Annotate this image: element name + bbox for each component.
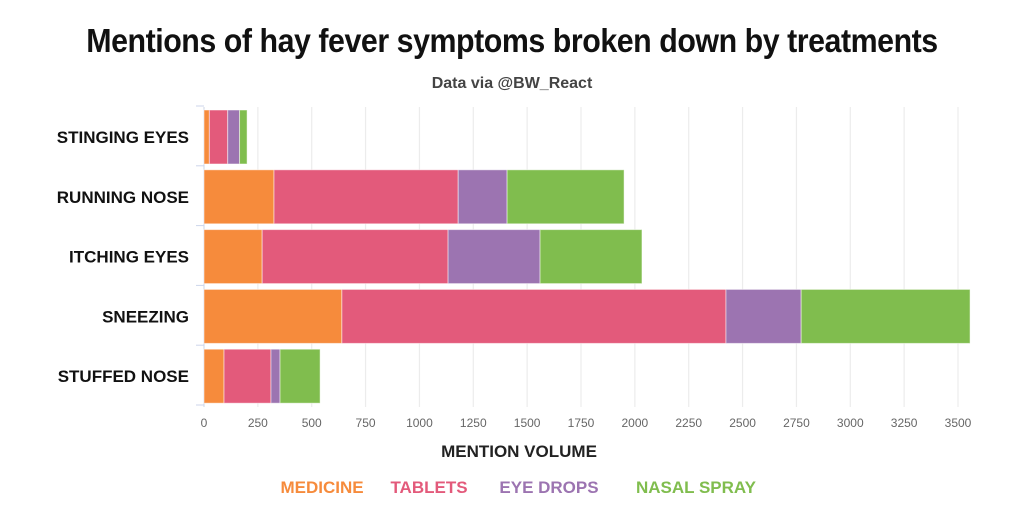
bar-tablets-stinging-eyes[interactable]	[208, 109, 229, 165]
bar-eye-drops-running-nose[interactable]	[457, 169, 508, 225]
legend-item-nasal-spray[interactable]: NASAL SPRAY	[636, 478, 757, 497]
chart-subtitle: Data via @BW_React	[431, 75, 593, 92]
category-label: STINGING EYES	[57, 128, 189, 147]
category-labels: STINGING EYES RUNNING NOSE ITCHING EYES SNE…	[57, 128, 189, 386]
bar-eye-drops-stinging-eyes[interactable]	[227, 109, 241, 165]
bar-tablets-running-nose[interactable]	[273, 169, 459, 225]
bar-tablets-sneezing[interactable]	[341, 288, 727, 344]
x-tick-label: 2000	[622, 416, 649, 430]
bar-medicine-stuffed-nose[interactable]	[203, 348, 225, 404]
bar-nasal-spray-itching-eyes[interactable]	[539, 229, 643, 285]
chart-title: Mentions of hay fever symptoms broken do…	[86, 22, 938, 59]
category-label: STUFFED NOSE	[58, 367, 189, 386]
bar-eye-drops-sneezing[interactable]	[725, 288, 802, 344]
x-tick-label: 3500	[945, 416, 972, 430]
x-tick-label: 3250	[891, 416, 918, 430]
bar-medicine-sneezing[interactable]	[203, 288, 343, 344]
x-tick-label: 2750	[783, 416, 810, 430]
bar-nasal-spray-sneezing[interactable]	[800, 288, 971, 344]
bar-eye-drops-itching-eyes[interactable]	[447, 229, 541, 285]
bar-tablets-stuffed-nose[interactable]	[223, 348, 272, 404]
x-tick-label: 1000	[406, 416, 433, 430]
bar-nasal-spray-running-nose[interactable]	[506, 169, 625, 225]
bar-tablets-itching-eyes[interactable]	[261, 229, 449, 285]
x-tick-label: 500	[302, 416, 322, 430]
bars	[203, 109, 971, 404]
x-tick-label: 750	[356, 416, 376, 430]
x-tick-label: 1250	[460, 416, 487, 430]
x-tick-label: 2500	[729, 416, 756, 430]
category-label: ITCHING EYES	[69, 248, 189, 267]
x-tick-label: 3000	[837, 416, 864, 430]
x-tick-label: 2250	[675, 416, 702, 430]
x-tick-label: 250	[248, 416, 268, 430]
x-tick-label: 1500	[514, 416, 541, 430]
x-tick-label: 0	[201, 416, 208, 430]
bar-eye-drops-stuffed-nose[interactable]	[270, 348, 281, 404]
x-axis-title: MENTION VOLUME	[441, 442, 597, 461]
legend-item-medicine[interactable]: MEDICINE	[280, 478, 363, 497]
legend: MEDICINE TABLETS EYE DROPS NASAL SPRAY	[280, 478, 756, 497]
x-tick-labels: 0 250 500 750 1000 1250 1500 1750 2000 2250 2500 27…	[201, 416, 972, 430]
bar-nasal-spray-stinging-eyes[interactable]	[239, 109, 248, 165]
category-label: SNEEZING	[102, 307, 189, 326]
category-label: RUNNING NOSE	[57, 188, 189, 207]
legend-item-tablets[interactable]: TABLETS	[390, 478, 467, 497]
bar-medicine-running-nose[interactable]	[203, 169, 275, 225]
bar-medicine-stinging-eyes[interactable]	[203, 109, 210, 165]
x-tick-label: 1750	[568, 416, 595, 430]
legend-item-eye-drops[interactable]: EYE DROPS	[499, 478, 598, 497]
bar-medicine-itching-eyes[interactable]	[203, 229, 263, 285]
bar-nasal-spray-stuffed-nose[interactable]	[279, 348, 321, 404]
